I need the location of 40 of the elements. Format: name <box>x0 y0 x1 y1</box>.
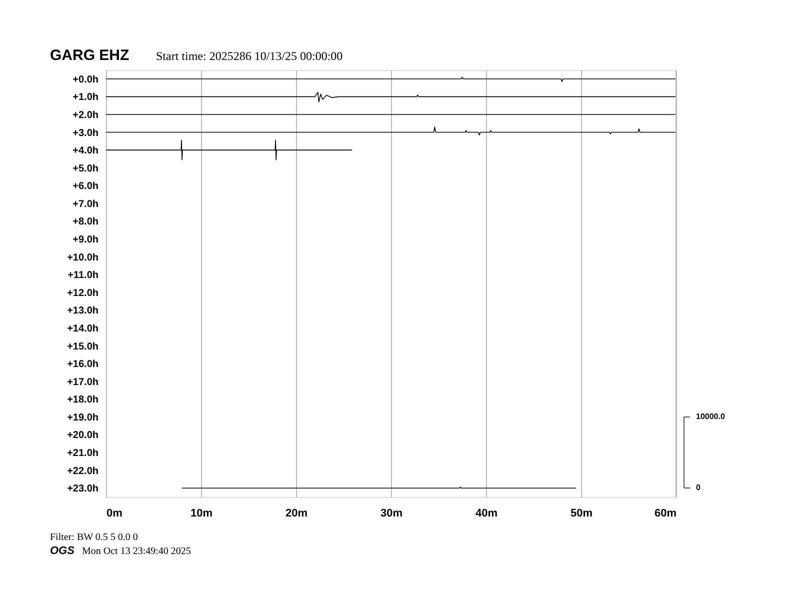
y-tick-label: +15.0h <box>67 341 98 352</box>
y-tick-label: +23.0h <box>67 484 98 495</box>
y-tick-label: +2.0h <box>72 110 98 121</box>
y-tick-label: +9.0h <box>72 234 98 246</box>
y-tick-label: +1.0h <box>72 92 98 104</box>
text: 0 <box>696 483 701 492</box>
text: OGS <box>50 545 76 557</box>
y-tick-label: +14.0h <box>67 323 98 334</box>
x-tick-label: 0m <box>106 508 123 520</box>
x-tick-label: 20m <box>285 508 308 520</box>
y-tick-label: +10.0h <box>67 252 98 264</box>
x-tick-label: 40m <box>475 508 498 520</box>
line-series <box>106 92 676 102</box>
y-tick-label: +22.0h <box>67 466 98 477</box>
text: Filter: BW 0.5 5 0.0 0 <box>50 532 138 543</box>
y-tick-label: +5.0h <box>72 163 98 174</box>
x-tick-label: 60m <box>654 508 677 520</box>
y-tick-label: +18.0h <box>67 394 98 406</box>
y-tick-label: +16.0h <box>67 359 98 370</box>
y-tick-label: +0.0h <box>72 74 98 86</box>
x-tick-label: 50m <box>570 508 593 520</box>
chart-title: GARG EHZ <box>50 47 130 64</box>
y-tick-label: +4.0h <box>72 146 98 157</box>
text: 10000.0 <box>696 412 726 421</box>
y-tick-label: +19.0h <box>67 412 98 424</box>
y-tick-label: +17.0h <box>67 376 98 388</box>
y-tick-label: +11.0h <box>68 270 98 282</box>
text: Mon Oct 13 23:49:40 2025 <box>82 546 191 557</box>
chart-subtitle: Start time: 2025286 10/13/25 00:00:00 <box>156 49 343 63</box>
y-tick-label: +3.0h <box>72 128 98 139</box>
x-tick-label: 10m <box>190 508 213 520</box>
y-tick-label: +20.0h <box>67 430 98 442</box>
y-tick-label: +6.0h <box>72 181 98 192</box>
y-tick-label: +21.0h <box>67 448 98 460</box>
y-tick-label: +8.0h <box>72 216 98 228</box>
y-tick-label: +13.0h <box>67 306 98 317</box>
x-tick-label: 30m <box>380 508 403 520</box>
y-tick-label: +12.0h <box>67 288 98 299</box>
line-series <box>106 126 676 136</box>
y-tick-label: +7.0h <box>72 198 98 210</box>
